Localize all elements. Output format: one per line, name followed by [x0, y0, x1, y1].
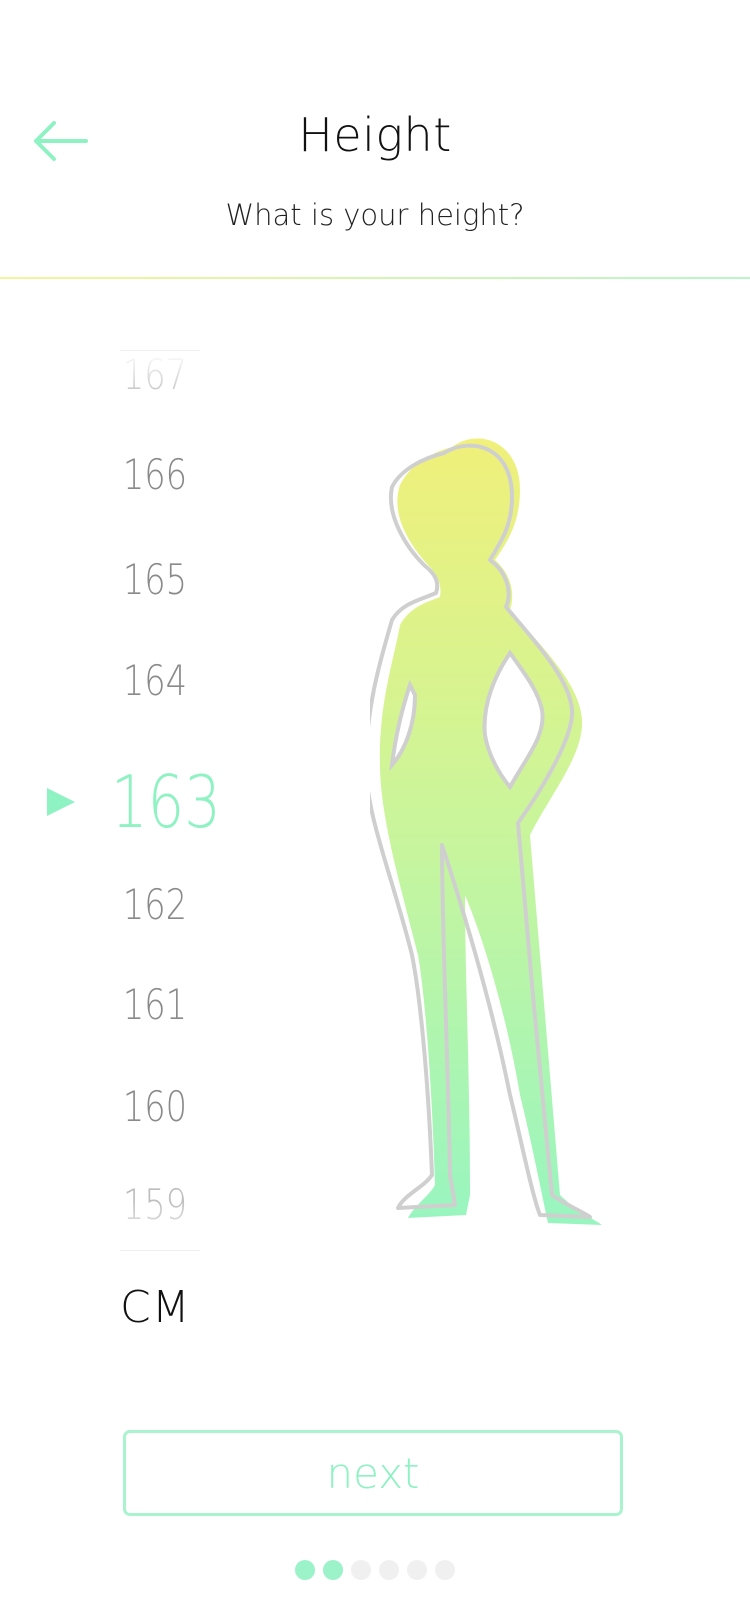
page-dot: [379, 1560, 399, 1580]
picker-item[interactable]: 161: [122, 980, 188, 1029]
picker-item-selected[interactable]: 163: [111, 760, 221, 844]
pagination-dots: [0, 1560, 750, 1584]
woman-silhouette-icon: [370, 438, 602, 1225]
page-dot: [295, 1560, 315, 1580]
height-picker[interactable]: 167 166 165 164 163 162 161 160 159: [0, 350, 260, 1250]
picker-item[interactable]: 166: [122, 450, 188, 499]
next-button[interactable]: next: [123, 1430, 623, 1516]
header-divider: [0, 277, 750, 279]
unit-label: CM: [120, 1282, 191, 1333]
picker-item[interactable]: 162: [122, 880, 188, 929]
page-dot: [323, 1560, 343, 1580]
header: Height What is your height?: [0, 0, 750, 280]
page-subtitle: What is your height?: [225, 198, 525, 232]
page-dot: [351, 1560, 371, 1580]
page-dot: [407, 1560, 427, 1580]
triangle-right-icon: [47, 788, 75, 816]
page-dot: [435, 1560, 455, 1580]
picker-item[interactable]: 165: [122, 555, 188, 604]
arrow-left-icon[interactable]: [30, 115, 92, 167]
back-button[interactable]: [30, 115, 92, 167]
picker-fade-bottom: [120, 1200, 200, 1251]
picker-item[interactable]: 164: [122, 656, 188, 705]
picker-fade-top: [120, 350, 200, 401]
picker-item[interactable]: 160: [122, 1082, 188, 1131]
page-title: Height: [298, 108, 452, 162]
